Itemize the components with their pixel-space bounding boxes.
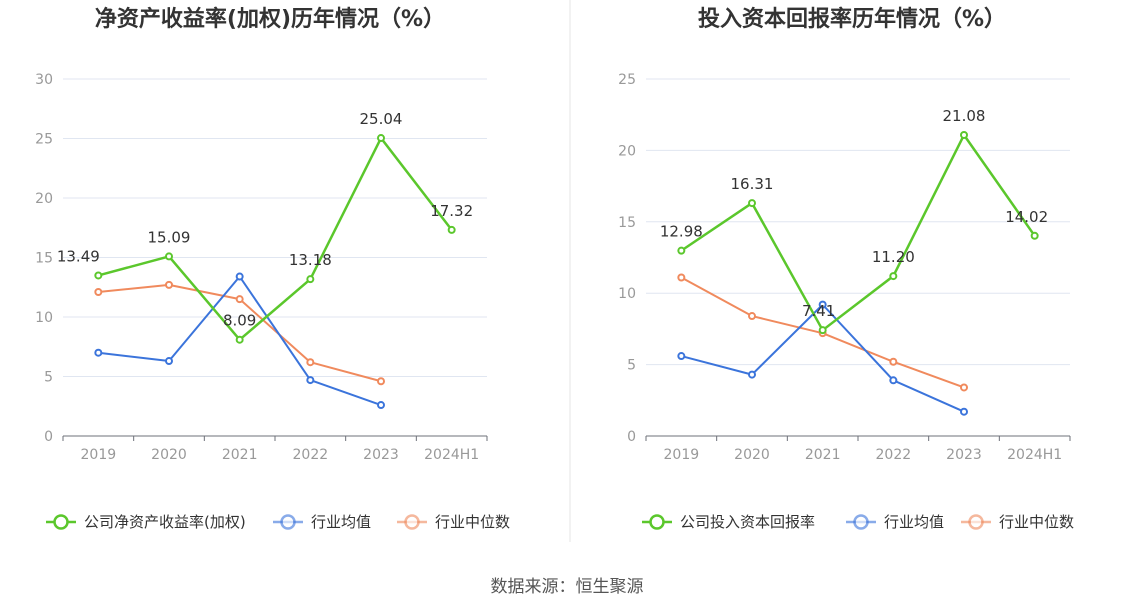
data-label: 21.08 xyxy=(943,107,986,125)
chart-panel-2: 投入资本回报率历年情况（%） 0 5 10 15 20 25 2019 2020 2021 2022… xyxy=(618,6,1074,531)
x-tick-label: 2019 xyxy=(81,447,117,463)
chart-title: 投入资本回报率历年情况（%） xyxy=(698,6,1006,32)
y-tick-label: 20 xyxy=(618,143,636,159)
legend-item-industry_median: 行业中位数 xyxy=(397,513,510,531)
data-point-industry_avg xyxy=(94,348,103,357)
legend-item-industry_avg: 行业均值 xyxy=(273,513,371,531)
data-label: 7.41 xyxy=(802,302,835,320)
y-tick-label: 15 xyxy=(618,215,636,231)
data-label: 8.09 xyxy=(223,312,256,330)
data-point-industry_avg xyxy=(677,352,686,361)
data-point-industry_median xyxy=(94,288,103,297)
legend-label: 公司投入资本回报率 xyxy=(680,513,815,531)
x-tick-label: 2021 xyxy=(805,447,841,463)
data-point-industry_avg xyxy=(960,407,968,416)
data-point-company xyxy=(94,271,103,280)
data-point-industry_median xyxy=(306,358,315,367)
x-tick-label: 2021 xyxy=(222,447,258,463)
x-tick-label: 2024H1 xyxy=(1007,447,1062,463)
data-label: 12.98 xyxy=(660,223,703,241)
x-tick-label: 2024H1 xyxy=(424,447,479,463)
y-tick-label: 10 xyxy=(35,310,53,326)
data-point-company xyxy=(377,134,385,143)
legend-label: 行业中位数 xyxy=(999,513,1074,531)
series-line-company xyxy=(98,136,453,341)
data-label: 16.31 xyxy=(731,175,774,193)
y-tick-label: 15 xyxy=(35,251,53,267)
data-point-industry_avg xyxy=(889,376,898,385)
data-point-industry_median xyxy=(377,377,385,386)
x-tick-label: 2022 xyxy=(876,447,912,463)
data-point-industry_median xyxy=(165,280,173,289)
data-point-company xyxy=(889,272,898,281)
legend-label: 公司净资产收益率(加权) xyxy=(84,513,246,531)
y-tick-label: 10 xyxy=(618,286,636,302)
x-tick-label: 2022 xyxy=(293,447,329,463)
data-point-company xyxy=(677,246,686,255)
legend-item-company: 公司投入资本回报率 xyxy=(642,513,815,531)
legend-marker xyxy=(853,514,869,530)
data-point-industry_avg xyxy=(748,370,756,379)
data-point-industry_avg xyxy=(306,376,315,385)
data-label: 15.09 xyxy=(148,228,191,246)
data-point-industry_avg xyxy=(165,357,173,366)
data-point-industry_avg xyxy=(377,401,385,410)
data-label: 11.20 xyxy=(872,248,915,266)
legend-marker xyxy=(968,514,984,530)
y-tick-label: 5 xyxy=(44,370,53,386)
legend-item-industry_median: 行业中位数 xyxy=(961,513,1074,531)
data-label: 13.18 xyxy=(289,251,332,269)
legend-marker xyxy=(404,514,420,530)
series-line-company xyxy=(680,133,1036,332)
data-point-company xyxy=(235,335,244,344)
data-point-industry_avg xyxy=(818,300,827,309)
y-tick-label: 30 xyxy=(35,72,53,88)
legend-label: 行业均值 xyxy=(884,513,944,531)
data-label: 13.49 xyxy=(57,247,100,265)
legend-marker xyxy=(280,514,296,530)
data-source: 数据来源：恒生聚源 xyxy=(490,577,644,597)
y-tick-label: 0 xyxy=(627,429,636,445)
data-point-company xyxy=(306,275,315,284)
legend-label: 行业均值 xyxy=(311,513,371,531)
data-point-company xyxy=(960,130,968,139)
y-tick-label: 25 xyxy=(35,132,53,148)
data-point-industry_avg xyxy=(235,272,244,281)
legend-marker xyxy=(53,514,69,530)
data-label: 14.02 xyxy=(1005,208,1048,226)
x-tick-label: 2019 xyxy=(664,447,700,463)
legend-label: 行业中位数 xyxy=(435,513,510,531)
series-line-industry_avg xyxy=(681,303,965,413)
data-point-industry_median xyxy=(960,383,968,392)
data-label: 25.04 xyxy=(360,110,403,128)
data-label: 17.32 xyxy=(430,202,473,220)
legend-item-company: 公司净资产收益率(加权) xyxy=(46,513,246,531)
data-point-industry_median xyxy=(235,295,244,304)
data-point-company xyxy=(447,225,456,234)
chart-panel-1: 净资产收益率(加权)历年情况（%） 0 5 10 15 20 25 30 2019 2020 202… xyxy=(35,6,510,531)
y-tick-label: 25 xyxy=(618,72,636,88)
x-tick-label: 2023 xyxy=(363,447,399,463)
data-point-company xyxy=(748,199,756,208)
x-tick-label: 2023 xyxy=(946,447,982,463)
data-point-industry_median xyxy=(677,273,686,282)
chart-title: 净资产收益率(加权)历年情况（%） xyxy=(95,6,445,32)
x-tick-label: 2020 xyxy=(734,447,770,463)
legend-marker xyxy=(649,514,665,530)
y-tick-label: 20 xyxy=(35,191,53,207)
data-point-industry_median xyxy=(889,357,898,366)
data-point-company xyxy=(1030,231,1039,240)
legend-item-industry_avg: 行业均值 xyxy=(846,513,944,531)
data-point-company xyxy=(165,252,173,261)
data-point-industry_median xyxy=(748,312,756,321)
y-tick-label: 5 xyxy=(627,358,636,374)
x-tick-label: 2020 xyxy=(151,447,187,463)
data-point-company xyxy=(818,326,827,335)
y-tick-label: 0 xyxy=(44,429,53,445)
